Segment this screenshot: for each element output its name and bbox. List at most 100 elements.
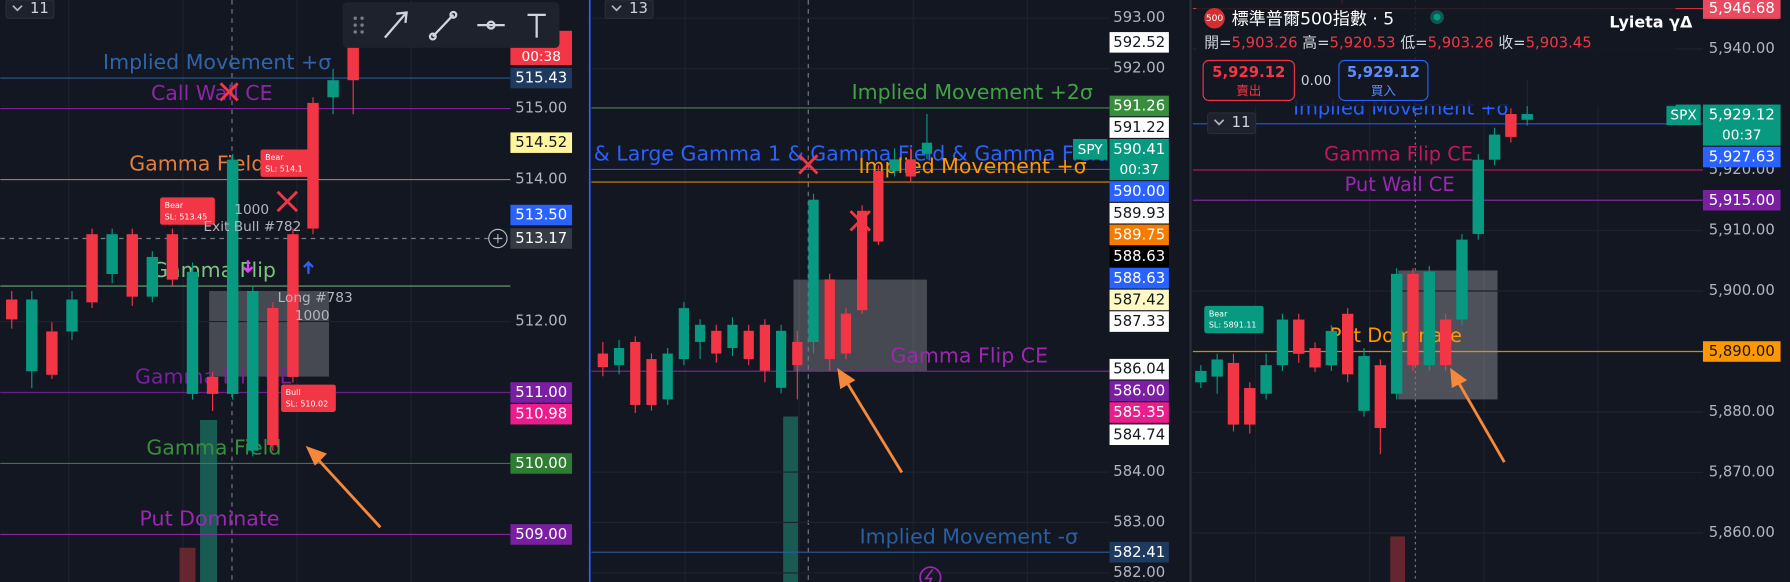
ohlc-label: 開= <box>1204 34 1231 51</box>
candle-body <box>1293 319 1305 354</box>
candle-body <box>267 308 279 446</box>
trade-note: 1000 <box>295 308 330 324</box>
badge <box>1204 7 1225 29</box>
buy-label: 買入 <box>1371 83 1397 98</box>
candle-body <box>287 234 299 377</box>
candle-body <box>1325 330 1338 366</box>
sell-label: 賣出 <box>1236 83 1261 98</box>
ray-tool[interactable] <box>477 20 505 30</box>
line-tool[interactable] <box>428 10 458 41</box>
symbol-tag <box>1073 139 1108 160</box>
level-label: Put Wall CE <box>1345 173 1455 196</box>
candle-body <box>347 22 359 81</box>
candle-body <box>824 279 835 360</box>
y-tick-label: 515.00 <box>515 100 567 117</box>
symbol-header: 500 標準普爾500指數 · 5 Lyieta γΔ 開=5,903.26 高… <box>1196 0 1693 107</box>
candle-body <box>226 159 239 394</box>
trade-note: Long #783 <box>278 290 353 306</box>
price-tag-label: 509.00 <box>515 526 567 543</box>
candle-body <box>905 159 916 177</box>
price-tag-label: 582.41 <box>1113 544 1165 561</box>
y-tick-label: 5,870.00 <box>1709 463 1775 480</box>
ohlc-value: 5,903.26 <box>1232 34 1298 51</box>
signal-title: Bear <box>165 201 184 210</box>
price-tag-label: 5,927.63 <box>1709 149 1775 166</box>
price-tag-label: 513.50 <box>515 207 567 224</box>
signal-text: SL: 5891.11 <box>1209 321 1257 330</box>
price-tag <box>510 132 573 153</box>
y-tick-label: 583.00 <box>1113 513 1165 530</box>
price-tag <box>510 403 573 425</box>
price-tag-label: 584.74 <box>1113 426 1165 443</box>
price-tag <box>1109 246 1169 267</box>
price-tag-label: 591.22 <box>1113 119 1165 136</box>
entry-marker <box>303 260 314 274</box>
candle-body <box>662 353 673 400</box>
price-tag <box>510 382 573 403</box>
candle-body <box>166 234 179 280</box>
price-tag-label: 590.00 <box>1113 183 1165 200</box>
price-tag <box>510 228 573 249</box>
buy-button[interactable]: 5,929.12 買入 <box>1338 59 1429 101</box>
candle-body <box>1423 271 1436 366</box>
signal-box <box>160 197 215 225</box>
volume-bar <box>1390 536 1406 582</box>
price-tag <box>1702 146 1781 168</box>
candle-body <box>247 291 259 451</box>
candle-body <box>6 299 18 320</box>
candle-body <box>186 271 199 394</box>
candle-body <box>1505 114 1517 137</box>
price-tag <box>1109 181 1169 202</box>
candle-body <box>1341 313 1354 375</box>
candle-body <box>1260 365 1272 394</box>
indicator-name: Lyieta γΔ <box>1609 12 1693 31</box>
y-tick-label: 593.00 <box>1113 9 1165 26</box>
y-tick-label: 5,900.00 <box>1709 282 1775 299</box>
arrows <box>305 367 1506 529</box>
price-tag <box>1702 341 1781 362</box>
price-tag <box>510 67 573 89</box>
countdown: 00:38 <box>522 49 561 65</box>
trade-note: 1000 <box>234 202 269 218</box>
level-label: Gamma Flip CE <box>1324 143 1473 166</box>
price-tag-label: 5,890.00 <box>1709 343 1775 360</box>
y-tick-label: 5,860.00 <box>1709 524 1775 541</box>
sell-price: 5,929.12 <box>1212 64 1285 81</box>
candle-body <box>743 330 754 360</box>
candle-body <box>775 330 787 388</box>
price-tag-label: 587.42 <box>1113 291 1165 308</box>
price-tag-label: 586.00 <box>1113 382 1165 399</box>
signal-box <box>1204 305 1264 334</box>
candle-body <box>66 299 78 332</box>
candle-body <box>26 299 38 372</box>
y-tick-label: 5,940.00 <box>1709 40 1775 57</box>
price-tag-timer: 00:37 <box>1119 162 1158 178</box>
text-tool[interactable] <box>527 13 546 38</box>
interval-dropdown[interactable]: 11 <box>5 0 55 19</box>
level-label: & Large Gamma 1 & Gamma Field & Gamma Fi… <box>594 142 1110 166</box>
candle-body <box>856 210 868 311</box>
candle-body <box>126 234 138 297</box>
candle-body <box>1407 273 1419 366</box>
price-tag-label: 5,946.68 <box>1709 0 1775 17</box>
sell-button[interactable]: 5,929.12 賣出 <box>1202 59 1295 101</box>
interval-dropdown[interactable]: 11 <box>1207 112 1257 135</box>
candle-body <box>1195 370 1207 383</box>
candle-body <box>1276 319 1289 366</box>
ohlc-label: 低= <box>1400 34 1427 51</box>
arrow-tool[interactable] <box>384 11 408 39</box>
level-label: Implied Movement +2σ <box>852 80 1093 104</box>
interval-dropdown[interactable]: 13 <box>604 0 654 19</box>
price-tag-label: 5,929.12 <box>1709 106 1775 123</box>
symbol-tag-label: SPX <box>1670 107 1696 123</box>
ohlc: 開=5,903.26 高=5,920.53 低=5,903.26 收=5,903… <box>1204 34 1591 51</box>
lightning-icon[interactable] <box>919 566 942 582</box>
price-tag-label: 5,915.00 <box>1709 192 1775 209</box>
drawing-toolbar <box>342 2 560 48</box>
price-tag-label: 587.33 <box>1113 313 1165 330</box>
ohlc-value: 5,903.26 <box>1428 34 1494 51</box>
candle-body <box>873 170 884 242</box>
crosshair-add[interactable] <box>488 228 508 249</box>
